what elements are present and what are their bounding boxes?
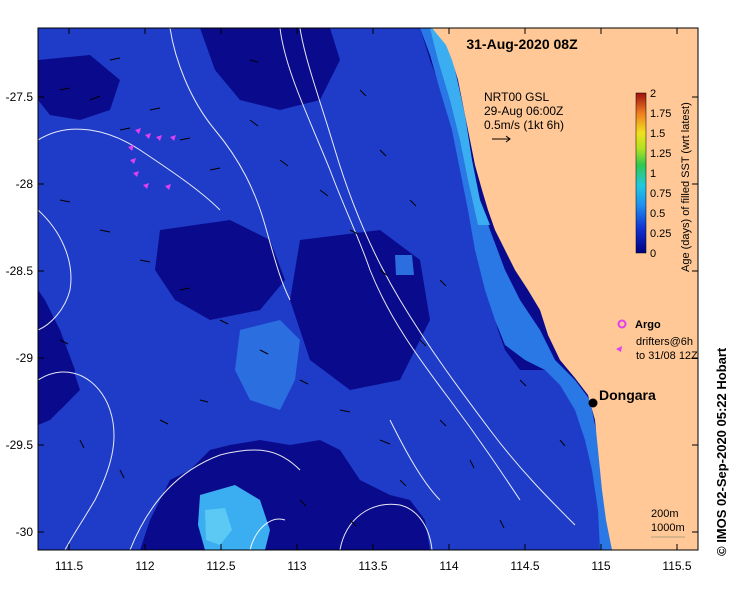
colorbar-ticks: 2 1.75 1.5 1.25 1 0.75 0.5 0.25 0 — [650, 88, 671, 260]
drifter-arrow-icon — [616, 346, 622, 352]
dongara-marker — [588, 398, 598, 408]
plot-area — [38, 28, 698, 550]
y-tick-label: -28.5 — [6, 264, 34, 278]
x-tick-label: 113 — [287, 559, 306, 573]
x-tick-label: 113.5 — [358, 559, 387, 573]
colorbar-tick: 1.25 — [650, 148, 671, 160]
credit-text: © IMOS 02-Sep-2020 05:22 Hobart — [714, 347, 729, 556]
product-scale: 0.5m/s (1kt 6h) — [484, 118, 564, 132]
x-tick-label: 115.5 — [662, 559, 691, 573]
colorbar-tick: 1.5 — [650, 128, 665, 140]
argo-label: Argo — [635, 319, 661, 331]
ocean-cyan-coast — [430, 28, 490, 225]
scale-arrow-icon — [492, 135, 511, 143]
x-axis: 111.5 112 112.5 113 113.5 114 114.5 115 … — [55, 28, 692, 573]
depth-label-200: 200m — [651, 508, 679, 520]
colorbar-tick: 2 — [650, 88, 656, 100]
x-tick-label: 114 — [439, 559, 458, 573]
y-tick-label: -28 — [16, 177, 34, 191]
drifter-legend: drifters@6h to 31/08 12Z — [616, 336, 698, 362]
place-label: Dongara — [599, 387, 656, 403]
plot-frame — [37, 27, 699, 551]
drifter-label-2: to 31/08 12Z — [636, 350, 698, 362]
bathymetry-contours — [38, 28, 576, 550]
ocean-cyan-south-inner — [205, 508, 232, 545]
colorbar-label: Age (days) of filled SST (wrt latest) — [680, 102, 692, 272]
y-tick-label: -27.5 — [6, 90, 34, 104]
y-axis: -27.5 -28 -28.5 -29 -29.5 -30 — [6, 90, 698, 539]
argo-float-icon — [617, 319, 627, 329]
x-tick-label: 114.5 — [510, 559, 539, 573]
ocean-light-blob — [235, 320, 300, 410]
y-tick-label: -29 — [16, 351, 34, 365]
colorbar-tick: 0.25 — [650, 228, 671, 240]
colorbar-tick: 0 — [650, 248, 656, 260]
land — [432, 28, 698, 550]
current-vectors — [59, 57, 566, 529]
colorbar — [635, 92, 647, 254]
colorbar-tick: 1 — [650, 168, 656, 180]
ocean-deep-patch-center — [290, 230, 430, 390]
colorbar-tick: 0.75 — [650, 188, 671, 200]
colorbar-tick: 1.75 — [650, 108, 671, 120]
map-title: 31-Aug-2020 08Z — [466, 36, 578, 52]
x-tick-label: 112.5 — [206, 559, 235, 573]
colorbar-tick: 0.5 — [650, 208, 665, 220]
x-tick-label: 111.5 — [55, 559, 84, 573]
argo-legend: Argo — [617, 319, 661, 331]
drifter-tracks — [128, 128, 176, 190]
product-name: NRT00 GSL — [484, 90, 549, 104]
x-tick-label: 115 — [591, 559, 610, 573]
x-tick-label: 112 — [135, 559, 154, 573]
y-tick-label: -30 — [16, 525, 34, 539]
depth-label-1000: 1000m — [651, 522, 685, 534]
ocean-deep-patch-nw — [38, 55, 120, 120]
product-date: 29-Aug 06:00Z — [484, 104, 563, 118]
ocean-deep-patch-mid — [155, 220, 285, 320]
ocean-light-blob-2 — [395, 255, 414, 275]
ocean-deep-patch-sw — [38, 300, 75, 425]
y-tick-label: -29.5 — [6, 438, 34, 452]
drifter-label-1: drifters@6h — [636, 336, 693, 348]
ocean-deep-patch-north — [200, 28, 340, 110]
